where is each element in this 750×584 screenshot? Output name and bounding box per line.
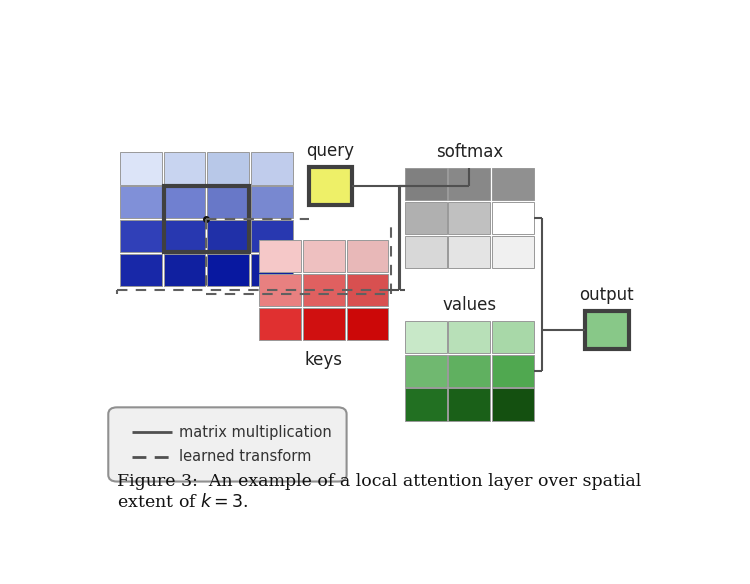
Bar [448, 202, 491, 234]
Text: matrix multiplication: matrix multiplication [179, 425, 332, 440]
Text: Figure 3:  An example of a local attention layer over spatial
extent of $k = 3$.: Figure 3: An example of a local attentio… [117, 473, 641, 511]
Bar [207, 152, 249, 185]
Bar [120, 253, 162, 286]
Bar [251, 152, 292, 185]
Bar [207, 253, 249, 286]
Bar [303, 240, 345, 273]
Bar [164, 253, 206, 286]
Text: learned transform: learned transform [179, 449, 311, 464]
Bar [207, 186, 249, 218]
Bar [251, 220, 292, 252]
Text: values: values [442, 296, 497, 314]
Bar [492, 354, 534, 387]
Bar [260, 274, 302, 306]
Text: softmax: softmax [436, 143, 502, 161]
Bar [405, 354, 446, 387]
Bar [260, 308, 302, 340]
Bar [346, 240, 388, 273]
Bar [303, 308, 345, 340]
Bar [303, 274, 345, 306]
Bar [251, 253, 292, 286]
Bar [405, 168, 446, 200]
Bar [405, 388, 446, 421]
Bar [405, 321, 446, 353]
Bar [448, 321, 491, 353]
Bar [346, 308, 388, 340]
Bar [492, 388, 534, 421]
Bar [448, 388, 491, 421]
Text: output: output [580, 286, 634, 304]
Bar [164, 186, 206, 218]
Bar [164, 152, 206, 185]
Bar [448, 235, 491, 268]
Bar [448, 168, 491, 200]
Bar [585, 311, 628, 349]
Bar [492, 321, 534, 353]
Bar [492, 202, 534, 234]
FancyBboxPatch shape [108, 408, 347, 482]
Bar [120, 152, 162, 185]
Bar [164, 220, 206, 252]
Bar [251, 186, 292, 218]
Bar [448, 354, 491, 387]
Bar [207, 220, 249, 252]
Bar [260, 240, 302, 273]
Bar [120, 186, 162, 218]
Bar [405, 202, 446, 234]
Text: query: query [307, 142, 355, 160]
Bar [120, 220, 162, 252]
Bar [164, 186, 249, 252]
Bar [492, 235, 534, 268]
Bar [405, 235, 446, 268]
Text: keys: keys [305, 351, 343, 369]
Bar [309, 167, 352, 205]
Bar [346, 274, 388, 306]
Bar [492, 168, 534, 200]
